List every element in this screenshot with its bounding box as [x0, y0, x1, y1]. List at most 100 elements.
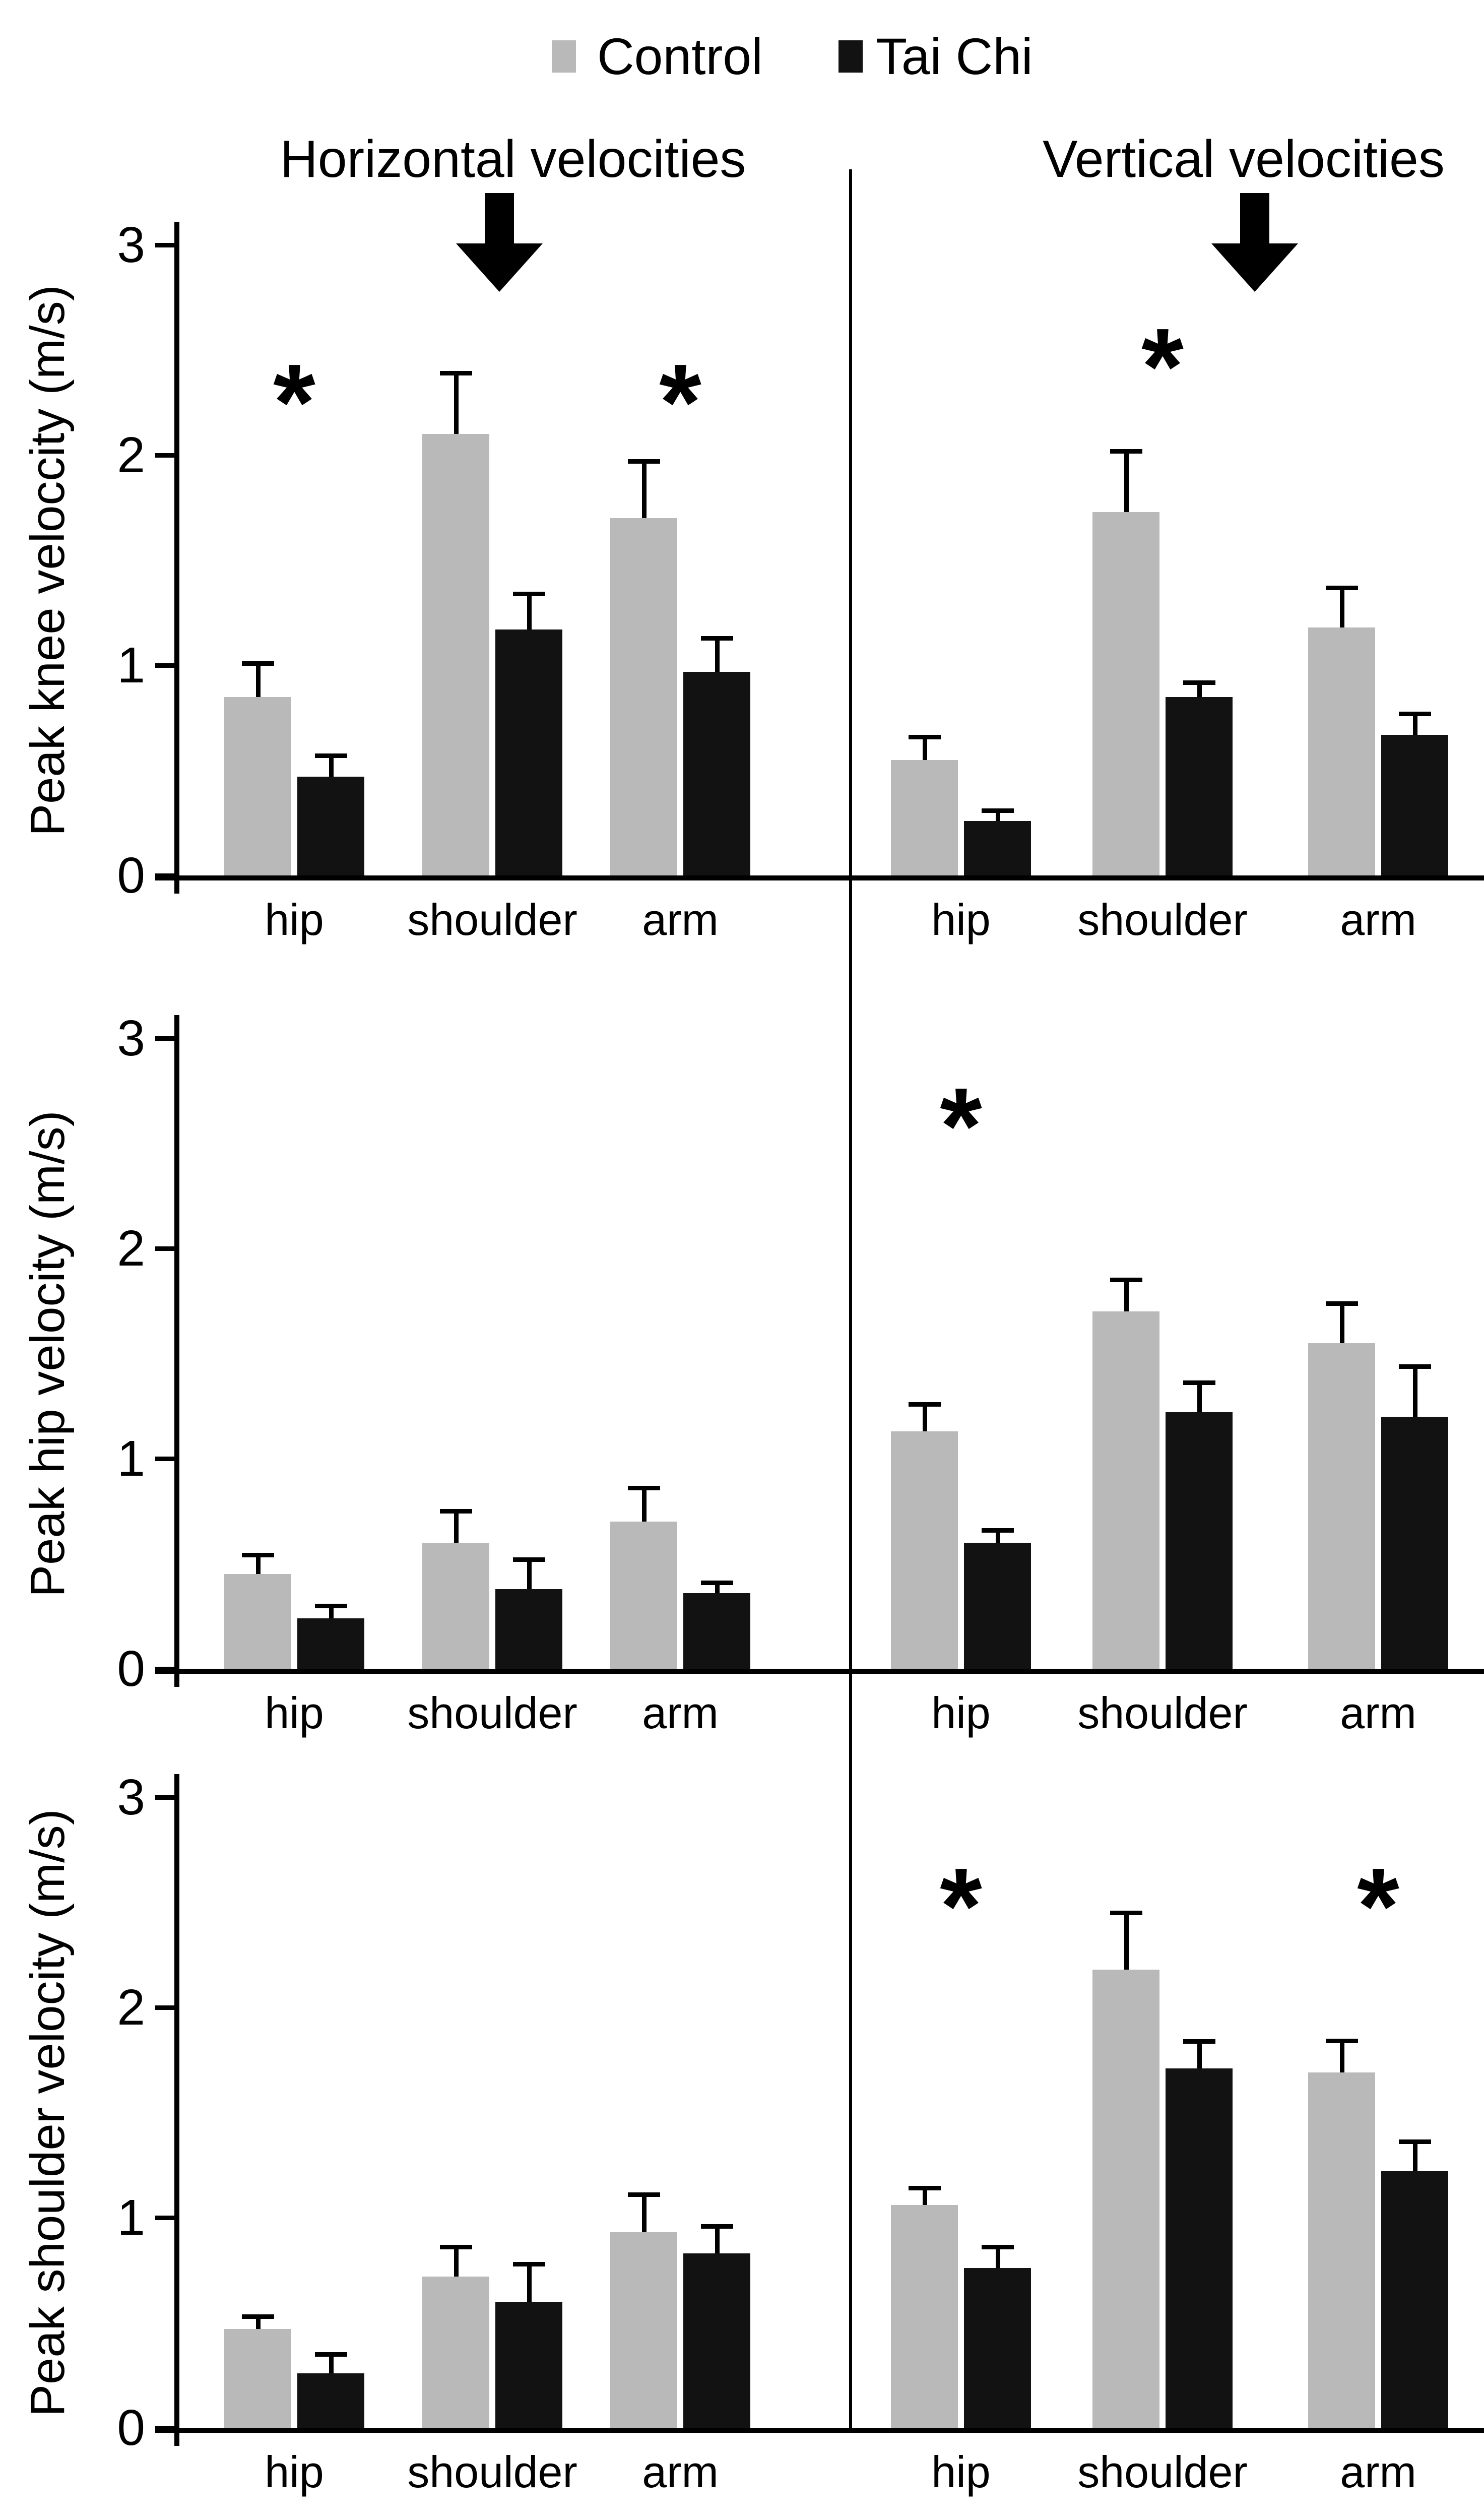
significance-asterisk: *: [940, 1845, 982, 1967]
control-bar: [422, 434, 489, 875]
error-bar-stem: [995, 808, 1000, 821]
y-tick-label: 2: [117, 1979, 145, 2036]
significance-asterisk: *: [940, 1065, 982, 1187]
y-tick: [155, 1457, 179, 1461]
error-bar-stem: [715, 636, 720, 672]
error-bar-cap: [1110, 1278, 1142, 1282]
taichi-bar: [495, 1589, 562, 1669]
taichi-bar: [495, 629, 562, 875]
error-bar-stem: [1412, 2139, 1417, 2171]
error-bar-stem: [527, 1557, 532, 1589]
column-title-vertical: Vertical velocities: [1043, 130, 1445, 188]
y-tick-label: 2: [117, 1220, 145, 1277]
significance-asterisk: *: [1357, 1845, 1399, 1967]
control-swatch-icon: [552, 40, 576, 73]
control-bar: [891, 1431, 958, 1669]
error-bar-stem: [922, 2186, 927, 2205]
perturbation-arrow-head: [1211, 243, 1298, 292]
error-bar-stem: [641, 459, 647, 518]
control-bar: [610, 518, 677, 875]
x-category-label: shoulder: [1077, 895, 1248, 944]
y-tick: [155, 1667, 179, 1671]
y-tick: [155, 1246, 179, 1251]
legend-item-taichi: Tai Chi: [838, 26, 1033, 87]
error-bar-stem: [1124, 1278, 1129, 1311]
error-bar-stem: [329, 2352, 334, 2373]
control-bar: [1092, 512, 1159, 875]
y-tick-label: 1: [117, 1430, 145, 1487]
error-bar-stem: [1197, 680, 1202, 697]
panel-divider: [849, 169, 852, 2428]
error-bar-cap: [1183, 2039, 1215, 2044]
error-bar-stem: [255, 1553, 261, 1574]
error-bar-stem: [1197, 1380, 1202, 1412]
y-tick: [155, 1036, 179, 1041]
taichi-bar: [1166, 697, 1233, 875]
x-category-label: arm: [642, 1688, 719, 1738]
x-category-label: shoulder: [407, 895, 577, 944]
taichi-bar: [683, 1593, 750, 1669]
control-bar: [422, 2277, 489, 2428]
error-bar-stem: [454, 2245, 459, 2277]
y-axis-spine: [174, 222, 179, 894]
significance-asterisk: *: [659, 341, 701, 463]
y-tick-label: 1: [117, 637, 145, 694]
taichi-bar: [297, 777, 364, 875]
x-category-label: shoulder: [1077, 1688, 1248, 1738]
control-bar: [224, 697, 291, 875]
perturbation-arrow-stem: [1240, 193, 1269, 246]
control-bar: [1092, 1970, 1159, 2428]
taichi-bar: [495, 2302, 562, 2428]
error-bar-cap: [512, 2262, 545, 2266]
error-bar-cap: [700, 2224, 733, 2229]
control-bar: [610, 1522, 677, 1669]
x-category-label: arm: [1340, 1688, 1416, 1738]
x-category-label: arm: [1340, 895, 1416, 944]
error-bar-cap: [1398, 1364, 1431, 1369]
x-axis-line: [155, 875, 1484, 880]
x-category-label: hip: [265, 1688, 324, 1738]
error-bar-stem: [1339, 2039, 1344, 2072]
error-bar-stem: [255, 661, 261, 697]
error-bar-stem: [1412, 712, 1417, 735]
error-bar-stem: [715, 1581, 720, 1593]
y-tick-label: 1: [117, 2189, 145, 2246]
legend-label-control: Control: [597, 28, 763, 85]
y-tick: [155, 1795, 179, 1800]
error-bar-cap: [512, 1557, 545, 1562]
x-category-label: arm: [642, 895, 719, 944]
error-bar-stem: [527, 2262, 532, 2302]
error-bar-stem: [995, 2245, 1000, 2268]
y-tick: [155, 663, 179, 668]
y-axis-label-knee: Peak knee veloccity (m/s): [21, 285, 75, 836]
error-bar-cap: [700, 636, 733, 641]
error-bar-cap: [314, 2352, 347, 2357]
control-bar: [891, 2205, 958, 2428]
y-tick: [155, 453, 179, 458]
taichi-bar: [964, 1543, 1031, 1669]
taichi-swatch-icon: [838, 40, 863, 73]
taichi-bar: [964, 2268, 1031, 2428]
error-bar-cap: [314, 753, 347, 758]
error-bar-stem: [1124, 449, 1129, 512]
x-axis-line: [155, 1669, 1484, 1674]
y-axis-label-shoulder: Peak shoulder velocity (m/s): [21, 1809, 75, 2417]
error-bar-stem: [1412, 1364, 1417, 1417]
error-bar-stem: [527, 592, 532, 629]
significance-asterisk: *: [273, 341, 315, 463]
x-category-label: hip: [265, 895, 324, 944]
legend-label-taichi: Tai Chi: [875, 28, 1033, 85]
error-bar-cap: [908, 735, 941, 739]
taichi-bar: [1381, 735, 1448, 875]
significance-asterisk: *: [1141, 305, 1184, 427]
error-bar-stem: [1124, 1911, 1129, 1970]
error-bar-stem: [922, 1402, 927, 1431]
y-axis-spine: [174, 1774, 179, 2446]
y-tick-label: 0: [117, 2400, 145, 2456]
error-bar-cap: [241, 661, 274, 666]
error-bar-cap: [512, 592, 545, 596]
error-bar-stem: [715, 2224, 720, 2253]
taichi-bar: [683, 672, 750, 875]
taichi-bar: [1381, 1417, 1448, 1669]
taichi-bar: [1166, 2068, 1233, 2428]
